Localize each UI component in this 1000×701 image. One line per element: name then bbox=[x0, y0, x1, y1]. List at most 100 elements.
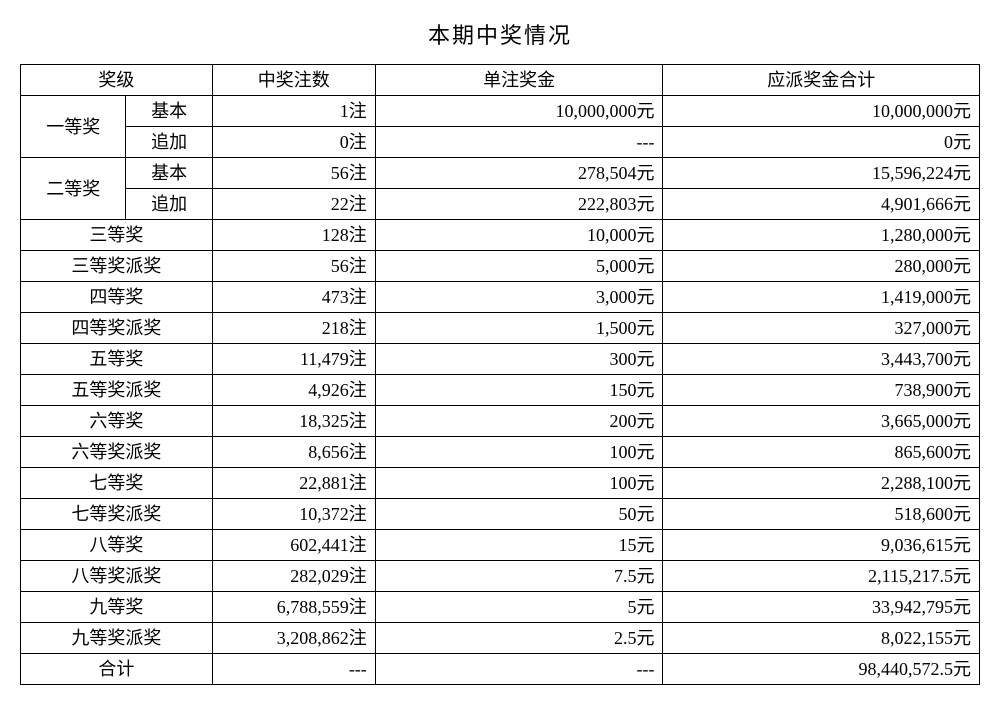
cell-total: 327,000元 bbox=[663, 313, 980, 344]
table-row: 四等奖 473注 3,000元 1,419,000元 bbox=[21, 282, 980, 313]
cell-count: 56注 bbox=[212, 251, 375, 282]
cell-total: 10,000,000元 bbox=[663, 96, 980, 127]
level-name-2: 二等奖 bbox=[21, 158, 126, 220]
table-row: 九等奖 6,788,559注 5元 33,942,795元 bbox=[21, 592, 980, 623]
sub-label: 追加 bbox=[126, 127, 212, 158]
cell-count: 18,325注 bbox=[212, 406, 375, 437]
table-row: 四等奖派奖 218注 1,500元 327,000元 bbox=[21, 313, 980, 344]
cell-level: 三等奖派奖 bbox=[21, 251, 213, 282]
cell-total: 518,600元 bbox=[663, 499, 980, 530]
cell-total: 0元 bbox=[663, 127, 980, 158]
cell-level: 五等奖派奖 bbox=[21, 375, 213, 406]
cell-count: 218注 bbox=[212, 313, 375, 344]
prize-table: 奖级 中奖注数 单注奖金 应派奖金合计 一等奖 基本 1注 10,000,000… bbox=[20, 64, 980, 685]
cell-unit: 5,000元 bbox=[375, 251, 663, 282]
cell-total: 280,000元 bbox=[663, 251, 980, 282]
cell-total: 738,900元 bbox=[663, 375, 980, 406]
table-row: 六等奖派奖 8,656注 100元 865,600元 bbox=[21, 437, 980, 468]
cell-unit: 300元 bbox=[375, 344, 663, 375]
cell-unit: 1,500元 bbox=[375, 313, 663, 344]
cell-count: 0注 bbox=[212, 127, 375, 158]
cell-count: 56注 bbox=[212, 158, 375, 189]
table-row: 六等奖 18,325注 200元 3,665,000元 bbox=[21, 406, 980, 437]
cell-count: 8,656注 bbox=[212, 437, 375, 468]
cell-level: 合计 bbox=[21, 654, 213, 685]
header-count: 中奖注数 bbox=[212, 65, 375, 96]
cell-count: --- bbox=[212, 654, 375, 685]
cell-unit: --- bbox=[375, 654, 663, 685]
cell-unit: 2.5元 bbox=[375, 623, 663, 654]
cell-count: 4,926注 bbox=[212, 375, 375, 406]
cell-level: 七等奖派奖 bbox=[21, 499, 213, 530]
cell-level: 六等奖 bbox=[21, 406, 213, 437]
header-total: 应派奖金合计 bbox=[663, 65, 980, 96]
table-row: 七等奖 22,881注 100元 2,288,100元 bbox=[21, 468, 980, 499]
header-level: 奖级 bbox=[21, 65, 213, 96]
cell-total: 865,600元 bbox=[663, 437, 980, 468]
header-unit: 单注奖金 bbox=[375, 65, 663, 96]
cell-count: 282,029注 bbox=[212, 561, 375, 592]
cell-total: 2,288,100元 bbox=[663, 468, 980, 499]
cell-count: 22注 bbox=[212, 189, 375, 220]
sub-label: 追加 bbox=[126, 189, 212, 220]
cell-count: 1注 bbox=[212, 96, 375, 127]
cell-level: 六等奖派奖 bbox=[21, 437, 213, 468]
cell-unit: 3,000元 bbox=[375, 282, 663, 313]
cell-count: 22,881注 bbox=[212, 468, 375, 499]
cell-total: 8,022,155元 bbox=[663, 623, 980, 654]
cell-unit: 278,504元 bbox=[375, 158, 663, 189]
table-row: 追加 22注 222,803元 4,901,666元 bbox=[21, 189, 980, 220]
cell-count: 6,788,559注 bbox=[212, 592, 375, 623]
cell-unit: 100元 bbox=[375, 437, 663, 468]
cell-level: 三等奖 bbox=[21, 220, 213, 251]
cell-unit: 100元 bbox=[375, 468, 663, 499]
cell-count: 10,372注 bbox=[212, 499, 375, 530]
cell-unit: 10,000元 bbox=[375, 220, 663, 251]
cell-total: 4,901,666元 bbox=[663, 189, 980, 220]
table-row: 三等奖派奖 56注 5,000元 280,000元 bbox=[21, 251, 980, 282]
cell-level: 九等奖派奖 bbox=[21, 623, 213, 654]
cell-unit: 10,000,000元 bbox=[375, 96, 663, 127]
table-row: 九等奖派奖 3,208,862注 2.5元 8,022,155元 bbox=[21, 623, 980, 654]
cell-unit: 15元 bbox=[375, 530, 663, 561]
cell-unit: 150元 bbox=[375, 375, 663, 406]
table-row: 五等奖 11,479注 300元 3,443,700元 bbox=[21, 344, 980, 375]
cell-unit: 50元 bbox=[375, 499, 663, 530]
cell-total: 3,443,700元 bbox=[663, 344, 980, 375]
table-row: 五等奖派奖 4,926注 150元 738,900元 bbox=[21, 375, 980, 406]
table-row: 一等奖 基本 1注 10,000,000元 10,000,000元 bbox=[21, 96, 980, 127]
cell-total: 1,419,000元 bbox=[663, 282, 980, 313]
table-row: 八等奖 602,441注 15元 9,036,615元 bbox=[21, 530, 980, 561]
table-row: 追加 0注 --- 0元 bbox=[21, 127, 980, 158]
cell-count: 128注 bbox=[212, 220, 375, 251]
cell-total: 1,280,000元 bbox=[663, 220, 980, 251]
table-row: 二等奖 基本 56注 278,504元 15,596,224元 bbox=[21, 158, 980, 189]
sub-label: 基本 bbox=[126, 158, 212, 189]
table-row-sum: 合计 --- --- 98,440,572.5元 bbox=[21, 654, 980, 685]
cell-total: 33,942,795元 bbox=[663, 592, 980, 623]
cell-total: 98,440,572.5元 bbox=[663, 654, 980, 685]
page-title: 本期中奖情况 bbox=[20, 18, 980, 50]
cell-level: 八等奖 bbox=[21, 530, 213, 561]
cell-unit: 200元 bbox=[375, 406, 663, 437]
cell-unit: 222,803元 bbox=[375, 189, 663, 220]
cell-count: 473注 bbox=[212, 282, 375, 313]
table-row: 三等奖 128注 10,000元 1,280,000元 bbox=[21, 220, 980, 251]
table-row: 八等奖派奖 282,029注 7.5元 2,115,217.5元 bbox=[21, 561, 980, 592]
level-name-1: 一等奖 bbox=[21, 96, 126, 158]
cell-total: 2,115,217.5元 bbox=[663, 561, 980, 592]
cell-total: 9,036,615元 bbox=[663, 530, 980, 561]
cell-unit: 5元 bbox=[375, 592, 663, 623]
cell-count: 3,208,862注 bbox=[212, 623, 375, 654]
cell-count: 11,479注 bbox=[212, 344, 375, 375]
cell-total: 3,665,000元 bbox=[663, 406, 980, 437]
cell-level: 四等奖 bbox=[21, 282, 213, 313]
cell-level: 五等奖 bbox=[21, 344, 213, 375]
cell-level: 七等奖 bbox=[21, 468, 213, 499]
sub-label: 基本 bbox=[126, 96, 212, 127]
cell-count: 602,441注 bbox=[212, 530, 375, 561]
table-header-row: 奖级 中奖注数 单注奖金 应派奖金合计 bbox=[21, 65, 980, 96]
cell-unit: 7.5元 bbox=[375, 561, 663, 592]
cell-unit: --- bbox=[375, 127, 663, 158]
table-row: 七等奖派奖 10,372注 50元 518,600元 bbox=[21, 499, 980, 530]
